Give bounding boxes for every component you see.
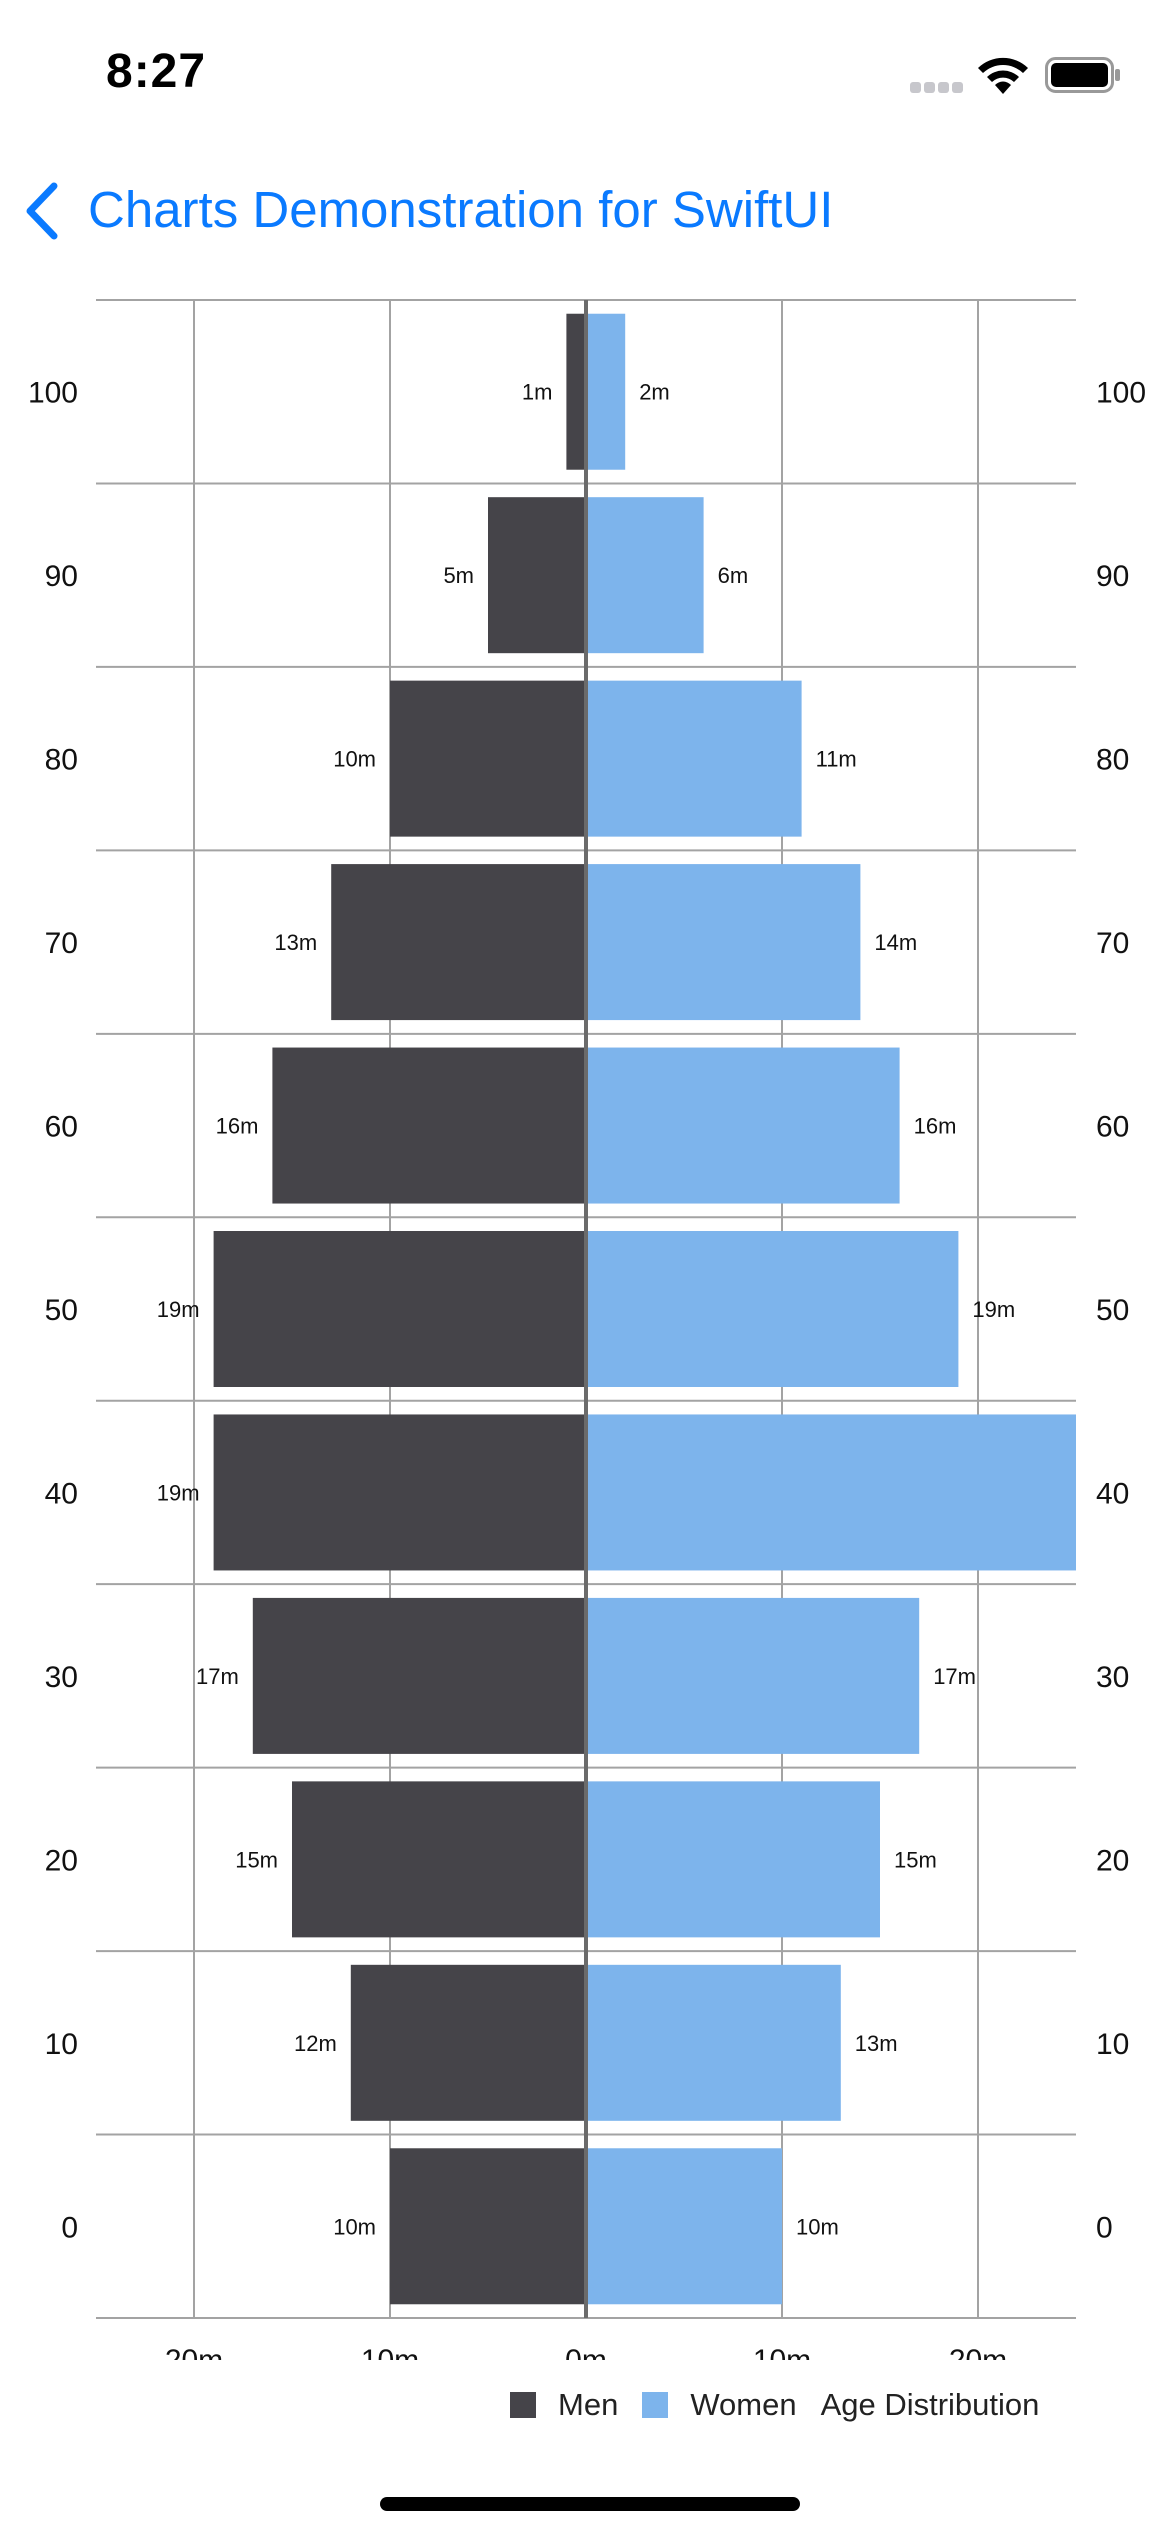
back-button[interactable]: Charts Demonstration for SwiftUI <box>88 181 834 238</box>
data-label-men: 5m <box>443 563 474 588</box>
data-label-men: 13m <box>274 930 317 955</box>
bar-men <box>488 497 586 654</box>
bar-men <box>272 1047 586 1204</box>
y-tick-label-left: 30 <box>45 1661 78 1694</box>
data-label-men: 17m <box>196 1664 239 1689</box>
bar-men <box>390 2148 586 2305</box>
legend-label-men: Men <box>558 2387 619 2422</box>
bar-women <box>586 1231 959 1387</box>
data-label-women: 10m <box>796 2214 839 2239</box>
y-tick-label-right: 40 <box>1096 1477 1129 1510</box>
y-tick-label-left: 0 <box>61 2211 78 2244</box>
chevron-left-icon[interactable] <box>22 180 62 242</box>
bar-women <box>586 313 626 470</box>
bar-women <box>586 1597 920 1754</box>
status-time: 8:27 <box>106 45 207 98</box>
y-tick-label-right: 0 <box>1096 2211 1113 2244</box>
data-label-men: 19m <box>157 1480 200 1505</box>
cellular-signal-icon <box>910 80 966 93</box>
data-label-men: 1m <box>522 380 553 405</box>
legend-label-women: Women <box>690 2387 797 2422</box>
bar-men <box>213 1231 586 1387</box>
bar-women <box>586 864 861 1021</box>
battery-icon <box>1045 57 1120 93</box>
data-label-women: 2m <box>639 380 670 405</box>
data-label-women: 11m <box>816 747 857 772</box>
bar-women <box>586 1781 880 1938</box>
legend-swatch-men <box>510 2392 536 2418</box>
data-label-women: 13m <box>855 2031 898 2056</box>
chart-bars <box>213 313 1076 2305</box>
data-label-men: 16m <box>216 1114 259 1139</box>
wifi-icon <box>978 57 1028 94</box>
y-tick-label-right: 10 <box>1096 2028 1129 2061</box>
bar-men <box>331 864 586 1021</box>
bar-women <box>586 1047 900 1204</box>
y-tick-label-left: 10 <box>45 2028 78 2061</box>
data-label-men: 12m <box>294 2031 337 2056</box>
x-tick-label: 10m <box>753 2344 811 2360</box>
y-tick-label-right: 20 <box>1096 1844 1129 1877</box>
y-tick-label-right: 90 <box>1096 560 1129 593</box>
bar-men <box>350 1964 586 2121</box>
y-tick-label-left: 50 <box>45 1294 78 1327</box>
data-label-men: 10m <box>333 2214 376 2239</box>
y-tick-label-right: 50 <box>1096 1294 1129 1327</box>
x-tick-label: 10m <box>361 2344 419 2360</box>
y-tick-label-left: 90 <box>45 560 78 593</box>
bar-women <box>586 2148 782 2305</box>
y-tick-label-right: 70 <box>1096 927 1129 960</box>
data-label-men: 19m <box>157 1297 200 1322</box>
population-pyramid-chart: 1m 2m 5m 6m 10m 11m 13m 14m 16m 16m 19m 19m 19m 17m 17… <box>28 299 1146 2360</box>
bar-women <box>586 497 704 654</box>
bar-women <box>586 680 802 837</box>
status-bar: 8:27 <box>0 0 1170 150</box>
y-tick-label-left: 20 <box>45 1844 78 1877</box>
data-label-men: 15m <box>235 1847 278 1872</box>
bar-men <box>292 1781 586 1938</box>
x-tick-label: 0m <box>565 2344 607 2360</box>
data-label-women: 14m <box>874 930 917 955</box>
legend-title: Age Distribution <box>820 2387 1040 2422</box>
y-tick-label-left: 80 <box>45 744 78 777</box>
chart-labels: 1m 2m 5m 6m 10m 11m 13m 14m 16m 16m 19m 19m 19m 17m 17… <box>157 380 1015 2240</box>
y-tick-label-right: 100 <box>1096 377 1146 410</box>
y-tick-label-right: 60 <box>1096 1111 1129 1144</box>
y-tick-label-right: 30 <box>1096 1661 1129 1694</box>
y-tick-label-right: 80 <box>1096 744 1129 777</box>
x-tick-label: 20m <box>949 2344 1007 2360</box>
navigation-bar: Charts Demonstration for SwiftUI <box>0 160 1170 260</box>
y-tick-label-left: 100 <box>28 377 78 410</box>
bar-men <box>390 680 586 837</box>
data-label-women: 17m <box>933 1664 976 1689</box>
y-tick-label-left: 70 <box>45 927 78 960</box>
bar-men <box>566 313 586 470</box>
y-tick-label-left: 40 <box>45 1477 78 1510</box>
data-label-women: 6m <box>718 563 749 588</box>
data-label-women: 15m <box>894 1847 937 1872</box>
data-label-women: 16m <box>914 1114 957 1139</box>
bar-women <box>586 1414 1076 1571</box>
y-tick-label-left: 60 <box>45 1111 78 1144</box>
bar-men <box>252 1597 587 1754</box>
chart-grid <box>96 299 1076 2319</box>
data-label-women: 19m <box>972 1297 1015 1322</box>
data-label-men: 10m <box>333 747 376 772</box>
bar-women <box>586 1964 841 2121</box>
home-indicator <box>380 2497 800 2511</box>
chart-legend: Men Women Age Distribution <box>510 2380 1039 2430</box>
x-tick-label: 20m <box>165 2344 223 2360</box>
bar-men <box>213 1414 586 1571</box>
legend-swatch-women <box>642 2392 669 2418</box>
